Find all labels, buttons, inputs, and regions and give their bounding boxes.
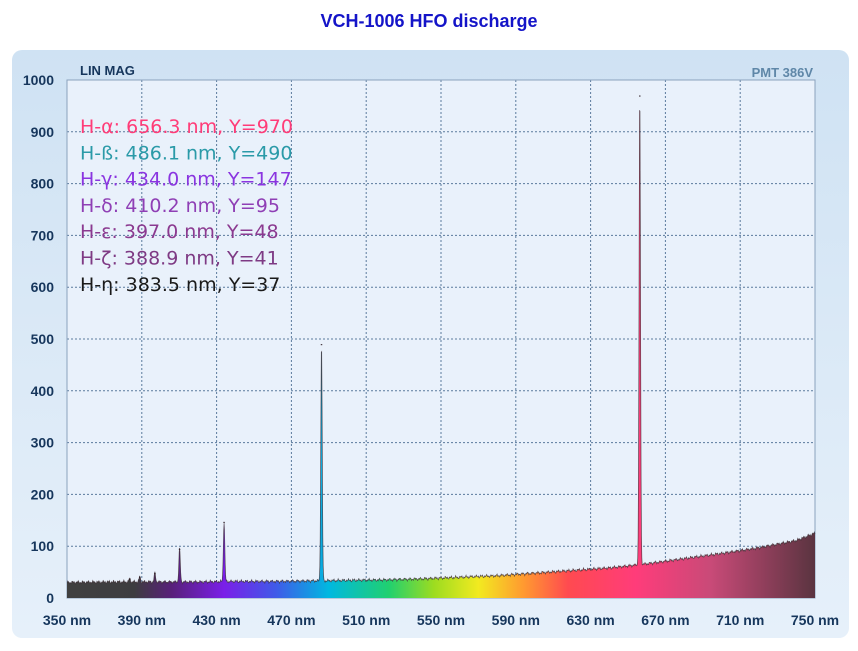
peak-annotation-1: H-ß: 486.1 nm, Y=490 <box>80 142 292 164</box>
x-tick-label-9: 710 nm <box>716 612 764 628</box>
peak-annotation-5: H-ζ: 388.9 nm, Y=41 <box>80 248 279 270</box>
axis-tick-labels: 0 100 200 300 400 500 600 700 800 900 1000 350 nm 39… <box>23 72 839 628</box>
peak-annotation-6: H-η: 383.5 nm, Y=37 <box>80 274 280 296</box>
x-tick-label-4: 510 nm <box>342 612 390 628</box>
spectrum-line <box>66 110 816 585</box>
lin-mag-label: LIN MAG <box>80 63 135 78</box>
y-tick-label-4: 400 <box>31 383 55 399</box>
x-tick-label-6: 590 nm <box>492 612 540 628</box>
y-tick-label-7: 700 <box>31 227 55 243</box>
chart-title: VCH-1006 HFO discharge <box>320 11 538 31</box>
y-tick-label-1: 100 <box>31 538 55 554</box>
x-tick-label-10: 750 nm <box>791 612 839 628</box>
peak-annotation-0: H-α: 656.3 nm, Y=970 <box>80 116 293 138</box>
peak-annotations: H-α: 656.3 nm, Y=970 H-ß: 486.1 nm, Y=490… <box>80 116 293 296</box>
peak-annotation-4: H-ε: 397.0 nm, Y=48 <box>80 221 279 243</box>
pmt-voltage-label: PMT 386V <box>752 65 814 80</box>
x-tick-label-1: 390 nm <box>118 612 166 628</box>
spectrum-area <box>66 95 816 599</box>
peak-annotation-3: H-δ: 410.2 nm, Y=95 <box>80 195 280 217</box>
x-tick-label-8: 670 nm <box>641 612 689 628</box>
y-tick-label-3: 300 <box>31 435 55 451</box>
peak-annotation-2: H-γ: 434.0 nm, Y=147 <box>80 169 292 191</box>
x-tick-label-0: 350 nm <box>43 612 91 628</box>
x-tick-label-7: 630 nm <box>566 612 614 628</box>
x-tick-label-3: 470 nm <box>267 612 315 628</box>
y-tick-label-6: 600 <box>31 279 55 295</box>
y-tick-label-2: 200 <box>31 486 55 502</box>
y-tick-label-8: 800 <box>31 176 55 192</box>
y-tick-label-10: 1000 <box>23 72 54 88</box>
x-tick-label-2: 430 nm <box>192 612 240 628</box>
grid-lines <box>66 79 816 599</box>
x-tick-label-5: 550 nm <box>417 612 465 628</box>
y-tick-label-0: 0 <box>46 590 54 606</box>
y-tick-label-5: 500 <box>31 331 55 347</box>
y-tick-label-9: 900 <box>31 124 55 140</box>
